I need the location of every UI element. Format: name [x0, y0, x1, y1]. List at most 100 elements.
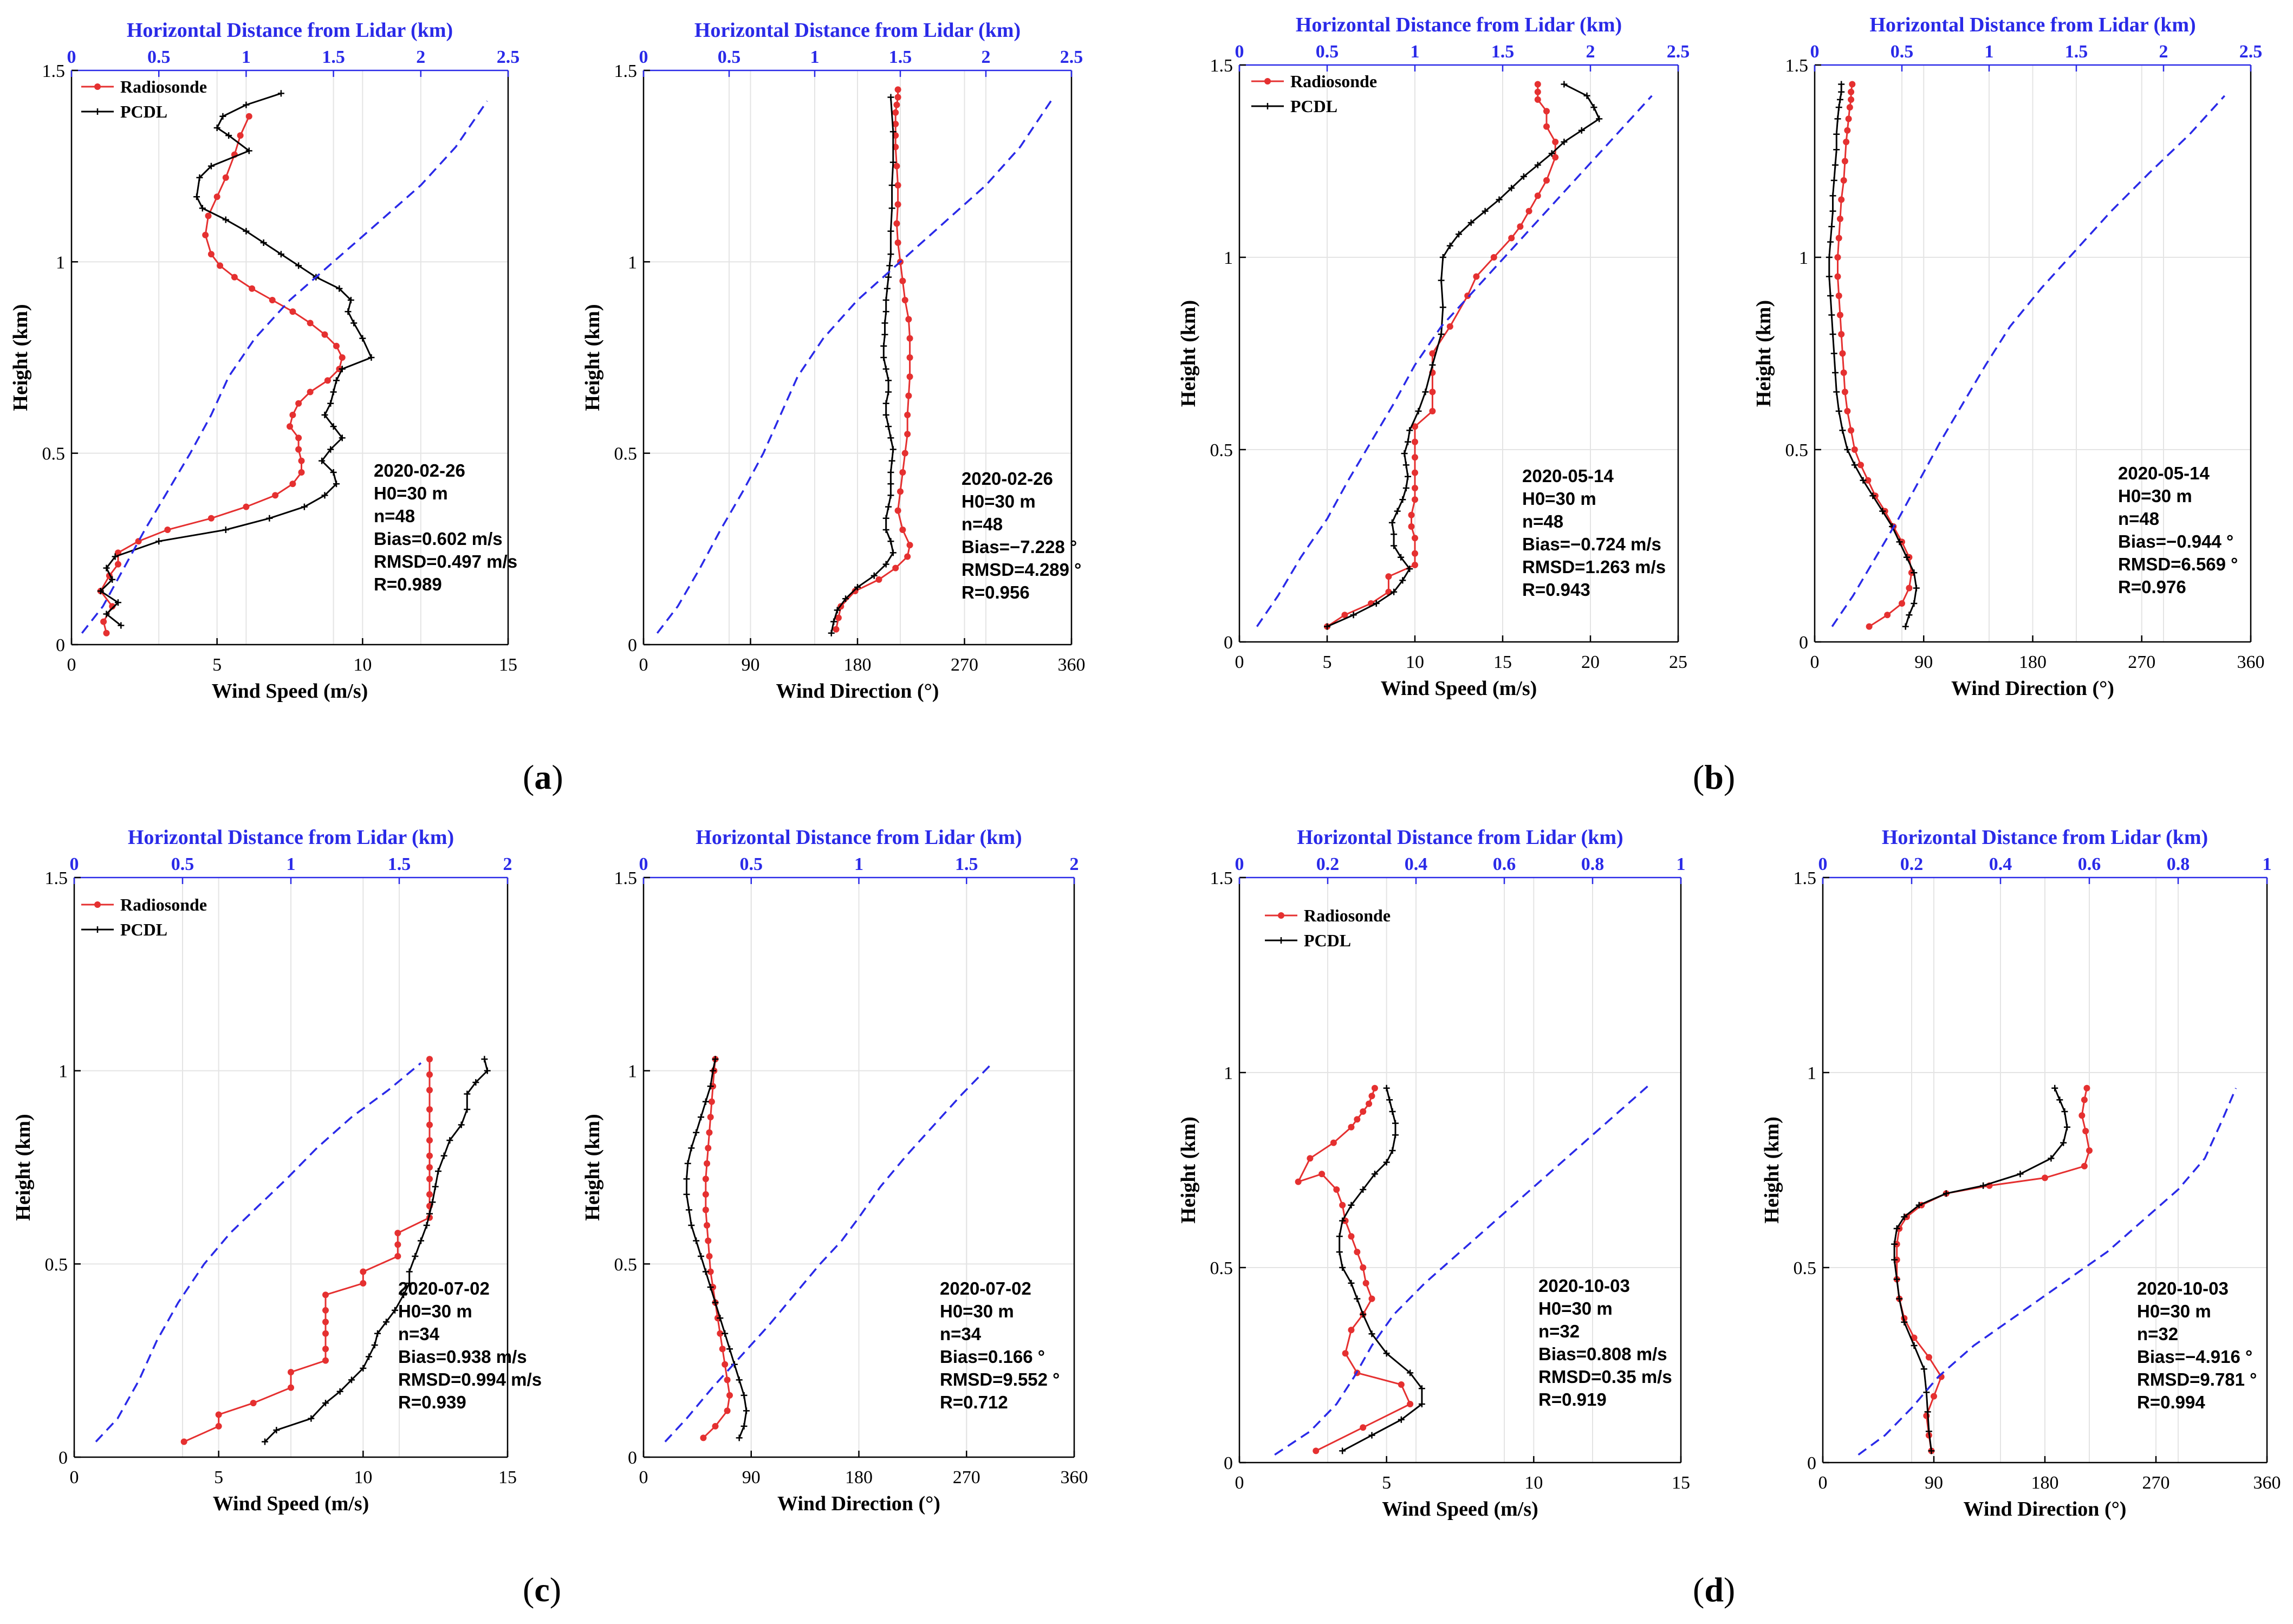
radiosonde-point [833, 626, 840, 633]
pcdl-point [1869, 492, 1876, 499]
x2-tick-label: 2 [416, 47, 425, 67]
pcdl-point [882, 527, 889, 533]
x2-tick-label: 0 [639, 47, 648, 67]
x-tick-label: 90 [742, 655, 760, 675]
stats-line: n=34 [398, 1324, 440, 1344]
y-tick-label: 0.5 [614, 1255, 638, 1275]
pcdl-point [1520, 173, 1527, 180]
legend-radiosonde-marker [1264, 78, 1271, 85]
pcdl-point [882, 515, 889, 522]
radiosonde-point [894, 182, 901, 189]
pcdl-point [880, 354, 887, 361]
legend-radiosonde-marker [94, 901, 101, 908]
x2-tick-label: 1 [2263, 854, 2272, 874]
radiosonde-point [1840, 177, 1847, 184]
x-axis-title: Wind Speed (m/s) [213, 1492, 369, 1515]
radiosonde-point [103, 629, 110, 636]
stats-line: H0=30 m [374, 483, 448, 503]
pcdl-point [327, 446, 334, 453]
legend-pcdl-label: PCDL [120, 102, 167, 121]
pcdl-point [693, 1237, 700, 1244]
stats-line: 2020-02-26 [374, 460, 465, 480]
y-tick-label: 0.5 [614, 444, 638, 464]
y-tick-label: 0 [628, 1448, 637, 1468]
pcdl-point [321, 412, 328, 418]
radiosonde-point [1360, 1264, 1367, 1271]
stats-line: n=48 [1522, 511, 1563, 531]
radiosonde-point [906, 354, 913, 361]
x-tick-label: 0 [1810, 652, 1820, 672]
x2-tick-label: 0 [1235, 854, 1244, 874]
y-tick-label: 1.5 [45, 868, 68, 888]
legend-pcdl-label: PCDL [120, 920, 167, 939]
radiosonde-series-line [184, 1059, 431, 1443]
radiosonde-point [1848, 96, 1855, 103]
pcdl-point [1833, 146, 1840, 153]
radiosonde-point [894, 507, 901, 514]
pcdl-point [118, 622, 125, 629]
x-tick-label: 90 [1914, 652, 1933, 672]
x-tick-label: 90 [1925, 1473, 1943, 1493]
pcdl-point [1348, 1201, 1355, 1209]
x2-tick-label: 0.5 [718, 47, 741, 67]
radiosonde-point [307, 388, 314, 395]
pcdl-point [1392, 1120, 1399, 1127]
pcdl-point [1406, 427, 1413, 434]
stats-line: 2020-10-03 [1538, 1276, 1630, 1296]
radiosonde-point [901, 450, 908, 457]
radiosonde-point [1360, 1424, 1367, 1431]
y-tick-label: 0.5 [1794, 1258, 1817, 1278]
pcdl-point [366, 1353, 372, 1360]
pcdl-point [888, 205, 895, 212]
radiosonde-series-line [1896, 1088, 2090, 1451]
pcdl-point [1891, 1240, 1898, 1248]
radiosonde-point [217, 262, 224, 269]
pcdl-point [698, 1114, 704, 1121]
legend: Radiosonde PCDL [1251, 72, 1377, 116]
distance-series-line [664, 1062, 993, 1443]
pcdl-point [2056, 1096, 2063, 1103]
radiosonde-point [1841, 158, 1848, 165]
radiosonde-point [426, 1056, 433, 1063]
pcdl-point [1829, 207, 1836, 215]
radiosonde-point [289, 480, 296, 488]
x-tick-label: 270 [953, 1467, 980, 1487]
y-tick-label: 0 [1224, 1453, 1233, 1473]
radiosonde-point [835, 614, 842, 621]
pcdl-point [1913, 584, 1920, 592]
radiosonde-point [704, 1160, 711, 1167]
x-tick-label: 10 [1524, 1473, 1543, 1493]
radiosonde-point [1398, 1381, 1405, 1388]
pcdl-point [2048, 1155, 2055, 1162]
radiosonde-point [1473, 273, 1480, 280]
radiosonde-point [322, 1291, 329, 1298]
stats-line: R=0.919 [1538, 1389, 1607, 1409]
radiosonde-point [1348, 1327, 1355, 1334]
stats-line: RMSD=0.497 m/s [374, 551, 517, 571]
radiosonde-point [207, 515, 215, 522]
pcdl-point [702, 1098, 709, 1105]
y-tick-label: 1.5 [1210, 868, 1233, 888]
pcdl-point [1928, 1447, 1935, 1454]
radiosonde-point [1845, 115, 1852, 122]
pcdl-point [717, 1315, 724, 1322]
radiosonde-point [426, 1071, 433, 1078]
x2-tick-label: 0.5 [740, 854, 763, 874]
pcdl-point [114, 599, 121, 606]
y-tick-label: 1 [628, 1062, 637, 1082]
pcdl-point [1383, 1084, 1390, 1092]
radiosonde-point [321, 331, 328, 338]
stats-line: Bias=0.938 m/s [398, 1347, 527, 1367]
pcdl-point [880, 342, 887, 349]
pcdl-point [885, 388, 892, 395]
pcdl-point [1482, 207, 1489, 215]
radiosonde-point [1366, 1100, 1373, 1107]
y-tick-label: 1 [628, 252, 637, 272]
top-axis-title: Horizontal Distance from Lidar (km) [1882, 826, 2208, 849]
y-axis-title: Height (km) [1752, 300, 1775, 407]
pcdl-point [1402, 462, 1409, 469]
pcdl-point [359, 335, 366, 342]
distance-series-line [656, 100, 1052, 634]
x-tick-label: 0 [639, 1467, 648, 1487]
pcdl-series-line [99, 92, 373, 626]
